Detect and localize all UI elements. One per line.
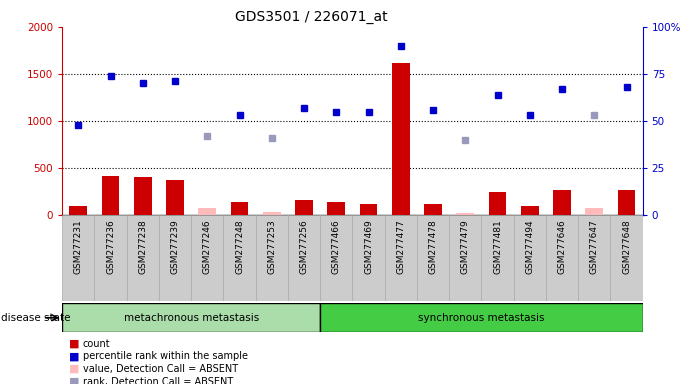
Bar	[223, 215, 256, 301]
Bar	[102, 175, 120, 215]
Bar	[610, 215, 643, 301]
Text: rank, Detection Call = ABSENT: rank, Detection Call = ABSENT	[83, 377, 233, 384]
Bar	[256, 215, 288, 301]
Bar	[456, 213, 474, 215]
Text: GSM277646: GSM277646	[558, 219, 567, 274]
Bar	[392, 63, 410, 215]
Text: GSM277231: GSM277231	[74, 219, 83, 274]
Text: GSM277647: GSM277647	[589, 219, 599, 274]
Text: ■: ■	[69, 364, 79, 374]
Bar	[489, 192, 507, 215]
Bar	[578, 215, 610, 301]
Bar	[417, 215, 449, 301]
Bar	[62, 303, 320, 332]
Bar	[288, 215, 320, 301]
Bar	[295, 200, 313, 215]
Bar	[263, 212, 281, 215]
Text: count: count	[83, 339, 111, 349]
Text: ■: ■	[69, 377, 79, 384]
Text: GSM277481: GSM277481	[493, 219, 502, 274]
Text: synchronous metastasis: synchronous metastasis	[418, 313, 545, 323]
Bar	[546, 215, 578, 301]
Text: GDS3501 / 226071_at: GDS3501 / 226071_at	[235, 10, 387, 23]
Text: metachronous metastasis: metachronous metastasis	[124, 313, 259, 323]
Text: GSM277479: GSM277479	[461, 219, 470, 274]
Text: value, Detection Call = ABSENT: value, Detection Call = ABSENT	[83, 364, 238, 374]
Bar	[166, 180, 184, 215]
Bar	[585, 207, 603, 215]
Text: GSM277256: GSM277256	[299, 219, 309, 274]
Text: GSM277469: GSM277469	[364, 219, 373, 274]
Bar	[328, 202, 346, 215]
Bar	[320, 215, 352, 301]
Bar	[385, 215, 417, 301]
Text: GSM277246: GSM277246	[202, 219, 212, 274]
Bar	[513, 215, 546, 301]
Bar	[69, 206, 87, 215]
Bar	[449, 215, 482, 301]
Bar	[95, 215, 126, 301]
Bar	[62, 215, 95, 301]
Bar	[352, 215, 385, 301]
Text: GSM277248: GSM277248	[235, 219, 244, 274]
Bar	[198, 207, 216, 215]
Bar	[424, 204, 442, 215]
Text: GSM277494: GSM277494	[525, 219, 534, 274]
Bar	[231, 202, 249, 215]
Bar	[482, 215, 513, 301]
Text: GSM277648: GSM277648	[622, 219, 631, 274]
Bar	[618, 190, 636, 215]
Text: GSM277253: GSM277253	[267, 219, 276, 274]
Text: disease state: disease state	[1, 313, 71, 323]
Text: ■: ■	[69, 351, 79, 361]
Bar	[191, 215, 223, 301]
Bar	[521, 206, 539, 215]
Text: percentile rank within the sample: percentile rank within the sample	[83, 351, 248, 361]
Text: GSM277478: GSM277478	[428, 219, 437, 274]
Bar	[553, 190, 571, 215]
Bar	[134, 177, 152, 215]
Bar	[126, 215, 159, 301]
Text: GSM277466: GSM277466	[332, 219, 341, 274]
Text: ■: ■	[69, 339, 79, 349]
Text: GSM277239: GSM277239	[171, 219, 180, 274]
Text: GSM277477: GSM277477	[396, 219, 406, 274]
Text: GSM277236: GSM277236	[106, 219, 115, 274]
Bar	[320, 303, 643, 332]
Text: GSM277238: GSM277238	[138, 219, 147, 274]
Bar	[159, 215, 191, 301]
Bar	[359, 204, 377, 215]
